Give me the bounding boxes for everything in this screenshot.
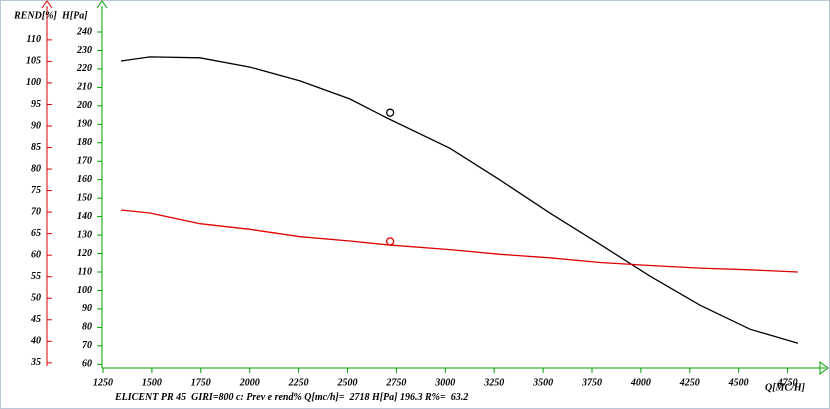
y2-axis-title: REND[%] xyxy=(13,10,57,21)
x-tick-label: 2250 xyxy=(288,377,309,388)
operating-point-h xyxy=(385,108,395,117)
x-tick-label: 4750 xyxy=(777,377,798,388)
y-tick-label: 150 xyxy=(77,192,92,203)
x-tick-label: 3000 xyxy=(434,377,455,388)
operating-point-rend xyxy=(385,237,395,246)
y-tick-label: 210 xyxy=(76,82,92,93)
y2-tick-label: 60 xyxy=(31,249,41,260)
y-tick-label: 80 xyxy=(82,322,92,333)
series-line xyxy=(120,209,798,273)
y-axis-title: H[Pa] xyxy=(61,10,88,21)
x-tick-label: 4000 xyxy=(630,377,651,388)
x-tick-label: 2500 xyxy=(336,377,357,388)
y2-tick-label: 35 xyxy=(30,357,41,368)
y-tick-label: 100 xyxy=(77,285,92,296)
y2-tick-label: 105 xyxy=(26,56,41,67)
y-tick-label: 200 xyxy=(76,100,92,111)
caption-h-label: H[Pa] xyxy=(369,392,400,403)
y-tick-label: 140 xyxy=(77,211,92,222)
caption-q: 2718 xyxy=(348,392,369,403)
caption-rend: 63.2 xyxy=(451,392,469,403)
y-arrow xyxy=(96,0,108,9)
y2-tick-label: 65 xyxy=(31,228,41,239)
y-tick-label: 90 xyxy=(82,303,92,314)
y-tick-label: 120 xyxy=(77,248,92,259)
x-tick-label: 3750 xyxy=(581,377,602,388)
y-tick-label: 170 xyxy=(77,156,92,167)
x-tick-label: 2000 xyxy=(239,377,260,388)
y2-tick-label: 75 xyxy=(31,185,41,196)
x-tick-label: 4250 xyxy=(679,377,700,388)
y-tick-label: 190 xyxy=(77,119,92,130)
y2-tick-label: 70 xyxy=(31,206,41,217)
y2-tick-label: 100 xyxy=(26,77,41,88)
series-line xyxy=(120,56,799,344)
y-tick-label: 180 xyxy=(77,137,92,148)
x-tick-label: 1250 xyxy=(93,377,113,388)
y-tick-label: 240 xyxy=(76,26,92,37)
y2-tick-label: 85 xyxy=(31,142,41,153)
y2-tick-label: 95 xyxy=(31,99,41,110)
y2-tick-label: 80 xyxy=(31,163,41,174)
x-tick-label: 1750 xyxy=(191,377,211,388)
y2-tick-label: 55 xyxy=(31,271,41,282)
y2-tick-label: 45 xyxy=(30,314,41,325)
y-tick-label: 160 xyxy=(77,174,92,185)
y-tick-label: 110 xyxy=(78,266,92,277)
caption-h: 196.3 xyxy=(400,392,423,403)
y-tick-label: 70 xyxy=(82,340,92,351)
x-tick-label: 3500 xyxy=(532,377,553,388)
x-arrow xyxy=(819,361,829,375)
y2-tick-label: 50 xyxy=(31,293,41,304)
x-tick-label: 2750 xyxy=(385,377,406,388)
y2-tick-label: 90 xyxy=(31,120,41,131)
y2-tick-label: 110 xyxy=(27,34,41,45)
caption-prefix: ELICENT PR 45 GIRI=800 c: Prev e rend% Q… xyxy=(114,392,349,403)
x-axis-title: Q[MC/H] xyxy=(765,382,806,393)
y-tick-label: 130 xyxy=(77,229,92,240)
x-tick-label: 1500 xyxy=(142,377,162,388)
y2-arrow xyxy=(41,0,53,9)
y-tick-label: 220 xyxy=(76,63,92,74)
y2-tick-label: 40 xyxy=(30,336,41,347)
caption: ELICENT PR 45 GIRI=800 c: Prev e rend% Q… xyxy=(114,392,468,403)
x-tick-label: 4500 xyxy=(728,377,749,388)
y-tick-label: 230 xyxy=(76,45,92,56)
x-tick-label: 3250 xyxy=(483,377,504,388)
caption-rend-label: R%= xyxy=(422,392,450,403)
y-tick-label: 60 xyxy=(82,359,92,370)
